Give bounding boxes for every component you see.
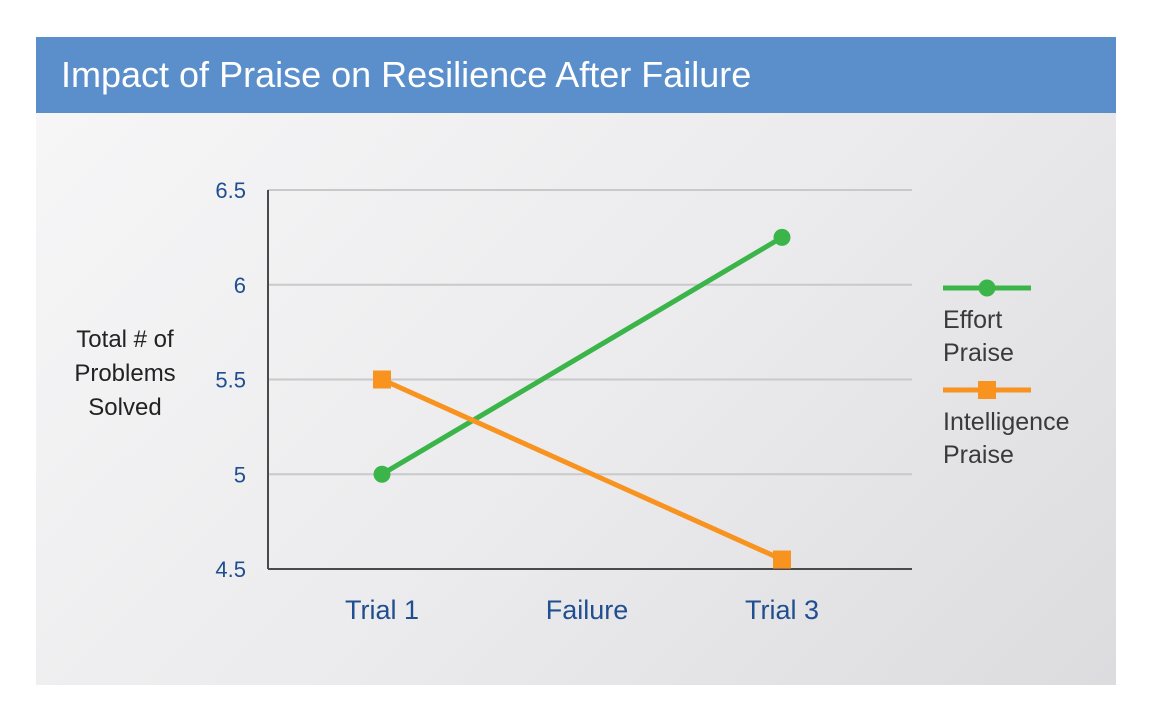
legend-label-line: Intelligence	[943, 408, 1069, 436]
legend-label-line: Praise	[943, 339, 1014, 367]
legend-label-line: Praise	[943, 441, 1014, 469]
legend-swatch-marker	[978, 279, 996, 297]
title-bar: Impact of Praise on Resilience After Fai…	[36, 37, 1116, 113]
series-line	[379, 377, 785, 563]
y-tick-label: 4.5	[215, 557, 246, 582]
x-tick-label: Trial 1	[345, 595, 419, 625]
legend-swatch-marker	[978, 381, 996, 399]
y-tick-label: 5	[234, 462, 246, 487]
x-tick-label: Failure	[546, 595, 629, 625]
y-tick-label: 5.5	[215, 368, 246, 393]
y-axis-title-line: Problems	[74, 360, 175, 387]
chart-panel: Impact of Praise on Resilience After Fai…	[36, 37, 1116, 685]
series-line	[379, 234, 785, 477]
legend-label-line: Effort	[943, 306, 1002, 334]
data-point-marker	[773, 550, 791, 569]
y-axis-title-line: Solved	[88, 394, 161, 421]
y-tick-label: 6	[234, 273, 246, 298]
data-point-marker	[373, 465, 391, 483]
data-point-marker	[773, 228, 791, 246]
x-tick-label: Trial 3	[745, 595, 819, 625]
y-tick-label: 6.5	[215, 178, 246, 203]
chart-title: Impact of Praise on Resilience After Fai…	[61, 54, 752, 95]
y-axis-title-line: Total # of	[76, 326, 174, 353]
data-point-marker	[373, 370, 391, 389]
